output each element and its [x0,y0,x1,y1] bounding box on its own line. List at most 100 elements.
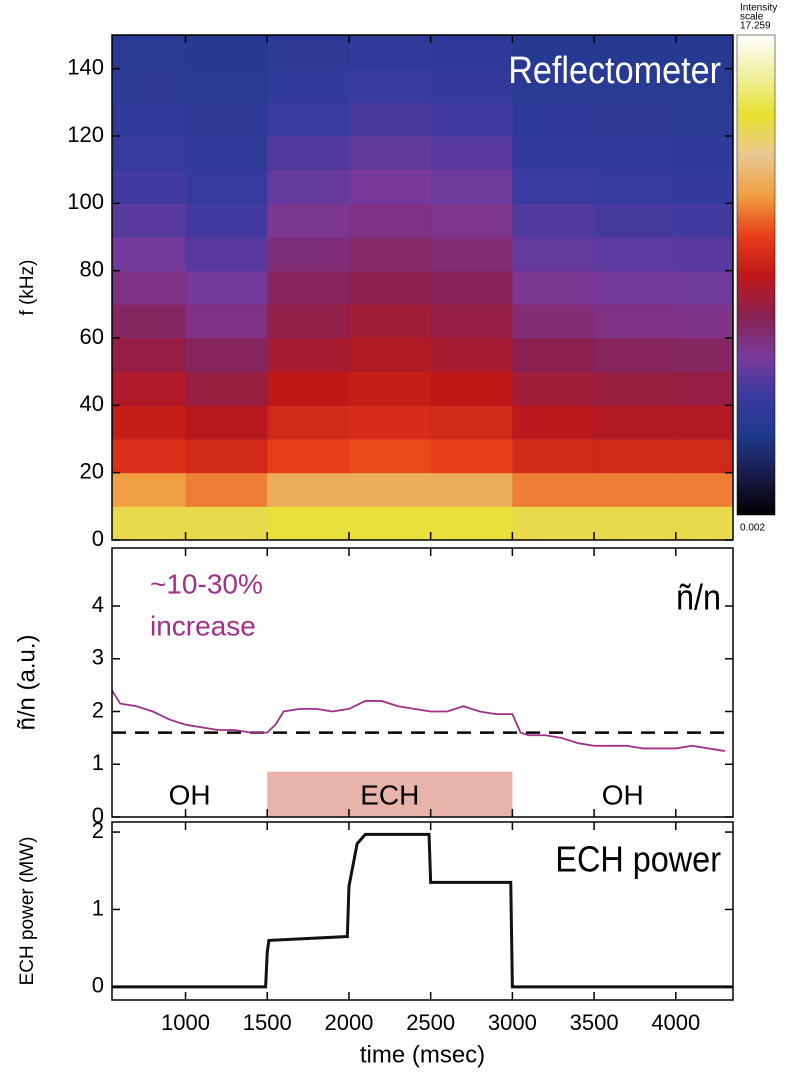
heatmap-cell [594,405,677,440]
plot-frame [111,34,734,541]
heatmap-cell [594,270,677,305]
heatmap-cell [267,338,350,373]
heatmap-cell [185,102,268,137]
plot-frame [111,821,734,1001]
y-tick-label: 40 [80,391,104,416]
heatmap-cell [594,136,677,171]
heatmap-cell [675,304,734,339]
heatmap-cell [267,472,350,507]
x-axis-label: time (msec) [360,1041,485,1068]
heatmap-cell [675,237,734,272]
heatmap-cell [112,203,187,238]
colorbar [736,34,776,516]
heatmap-cell [594,371,677,406]
heatmap-cell [430,439,513,474]
heatmap-cell [348,439,432,474]
y-tick-label: 0 [92,973,104,998]
heatmap-cell [112,35,187,70]
heatmap-cell [185,405,268,440]
heatmap-cell [112,270,187,305]
heatmap-cell [430,405,513,440]
heatmap-cell [112,169,187,204]
heatmap-cell [594,304,677,339]
annotation: ~10-30% [150,568,263,599]
ech-band [267,771,513,817]
heatmap-cell [512,371,595,406]
y-tick-label: 0 [92,803,104,828]
heatmap-cell [185,338,268,373]
heatmap-cell [267,304,350,339]
heatmap-cell [112,237,187,272]
x-tick-label: 4000 [651,1010,700,1035]
x-tick-label: 2000 [324,1010,373,1035]
heatmap-cell [512,270,595,305]
heatmap-cell [112,136,187,171]
heatmap-cell [675,169,734,204]
heatmap-cell [512,237,595,272]
heatmap-cell [512,102,595,137]
heatmap-cell [348,472,432,507]
heatmap-cell [185,35,268,70]
heatmap-cell [430,35,513,70]
heatmap-cell [348,405,432,440]
heatmap-cell [267,439,350,474]
heatmap-cell [594,237,677,272]
y-tick-label: 1 [92,750,104,775]
heatmap-cell [185,439,268,474]
heatmap-cell [348,136,432,171]
y-tick-label: 120 [67,122,104,147]
chart-title: Reflectometer [508,48,721,91]
heatmap-cell [430,270,513,305]
heatmap-cell [185,304,268,339]
heatmap-cell [267,270,350,305]
y-axis-label: ECH power (MW) [17,837,38,986]
heatmap-cell [512,405,595,440]
heatmap-cell [267,68,350,103]
heatmap-cell [112,338,187,373]
heatmap-cell [185,371,268,406]
heatmap-cell [430,68,513,103]
heatmap-cell [267,506,350,541]
heatmap-cell [594,35,677,70]
heatmap-cell [675,338,734,373]
x-tick-label: 1500 [243,1010,292,1035]
y-tick-label: 20 [80,458,104,483]
heatmap-cell [675,506,734,541]
heatmap-cell [267,237,350,272]
heatmap-cell [675,472,734,507]
heatmap-cell [185,68,268,103]
y-tick-label: 60 [80,324,104,349]
heatmap-cell [185,237,268,272]
heatmap-cell [675,371,734,406]
heatmap-cell [512,439,595,474]
heatmap-cell [267,203,350,238]
x-tick-label: 1000 [161,1010,210,1035]
x-tick-label: 3000 [488,1010,537,1035]
y-tick-label: 3 [92,645,104,670]
heatmap-cell [185,169,268,204]
heatmap-cell [512,203,595,238]
heatmap-cell [267,35,350,70]
x-tick-label: 3500 [570,1010,619,1035]
colorbar-max: 17.259 [740,21,771,32]
heatmap-cell [112,68,187,103]
heatmap-cell [112,472,187,507]
plot-frame [111,547,734,818]
heatmap-cell [112,102,187,137]
heatmap-cell [675,405,734,440]
heatmap-cell [430,304,513,339]
heatmap-cell [267,169,350,204]
heatmap-cell [675,439,734,474]
heatmap-cell [430,371,513,406]
heatmap-cell [675,270,734,305]
heatmap-cell [512,506,595,541]
heatmap-cell [512,169,595,204]
heatmap-cell [512,136,595,171]
region-label: OH [169,779,211,810]
heatmap-cell [512,472,595,507]
heatmap-cell [348,304,432,339]
x-tick-label: 2500 [406,1010,455,1035]
heatmap-cell [348,506,432,541]
y-tick-label: 2 [92,697,104,722]
heatmap-cell [594,68,677,103]
